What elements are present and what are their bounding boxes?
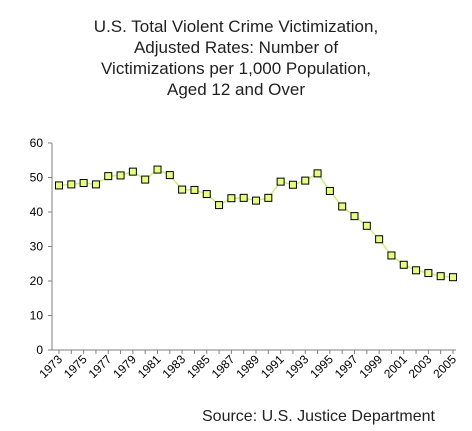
data-point (227, 194, 236, 203)
x-tick-label: 1977 (86, 352, 115, 381)
x-tick-label: 1981 (135, 352, 164, 381)
data-point (128, 167, 137, 176)
x-tick-label: 1999 (356, 352, 385, 381)
data-point (288, 180, 297, 189)
data-point (301, 176, 310, 185)
data-point (264, 193, 273, 202)
y-tick-label: 50 (30, 171, 44, 185)
data-point (239, 193, 248, 202)
data-point (116, 171, 125, 180)
data-point (55, 181, 63, 190)
data-point (424, 269, 433, 278)
x-tick-label: 1997 (332, 352, 361, 381)
x-tick-label: 1995 (307, 352, 336, 381)
x-tick-label: 1979 (110, 352, 139, 381)
y-axis-ticks: 0 10 20 30 40 50 60 (30, 136, 52, 357)
data-point (276, 177, 285, 186)
y-tick-label: 0 (36, 343, 43, 357)
x-axis-ticks: 1973197519771979198119831985198719891991… (36, 350, 459, 381)
data-point (449, 273, 457, 282)
data-point (387, 251, 396, 260)
y-tick-label: 10 (30, 309, 44, 323)
data-point (375, 235, 384, 244)
y-tick-label: 40 (30, 205, 44, 219)
data-point (252, 196, 260, 205)
data-point (412, 266, 421, 275)
chart-title-line-4: Aged 12 and Over (167, 80, 305, 99)
chart-title: U.S. Total Violent Crime Victimization, … (0, 16, 472, 100)
y-tick-label: 20 (30, 274, 44, 288)
data-point (178, 185, 187, 194)
x-tick-label: 2005 (430, 352, 459, 381)
x-tick-label: 1991 (258, 352, 287, 381)
data-point (313, 169, 322, 178)
data-point (91, 180, 100, 189)
y-tick-label: 30 (30, 240, 44, 254)
chart-axes (51, 143, 456, 351)
data-point (325, 186, 334, 195)
series-line (58, 168, 454, 278)
x-tick-label: 2001 (381, 352, 410, 381)
data-point (165, 171, 174, 180)
x-tick-label: 2003 (406, 352, 435, 381)
x-tick-label: 1989 (233, 352, 262, 381)
data-point (153, 165, 162, 174)
data-point (436, 272, 445, 281)
data-point (190, 185, 199, 194)
x-tick-label: 1983 (159, 352, 188, 381)
data-series (55, 165, 457, 282)
data-point (141, 175, 150, 184)
data-point (362, 221, 371, 230)
chart-title-line-3: Victimizations per 1,000 Population, (101, 59, 371, 78)
data-point (104, 172, 113, 181)
x-tick-label: 1985 (184, 352, 213, 381)
data-point (79, 179, 88, 188)
chart-title-line-2: Adjusted Rates: Number of (133, 38, 339, 57)
y-tick-label: 60 (30, 136, 44, 150)
source-note: Source: U.S. Justice Department (202, 408, 435, 425)
data-point (67, 180, 76, 189)
data-point (399, 260, 408, 269)
data-point (202, 190, 211, 199)
chart-title-line-1: U.S. Total Violent Crime Victimization, (93, 17, 379, 36)
data-point (350, 212, 359, 221)
x-tick-label: 1987 (209, 352, 238, 381)
data-point (338, 202, 347, 211)
x-tick-label: 1975 (61, 352, 90, 381)
x-tick-label: 1993 (283, 352, 312, 381)
data-point (215, 201, 224, 210)
